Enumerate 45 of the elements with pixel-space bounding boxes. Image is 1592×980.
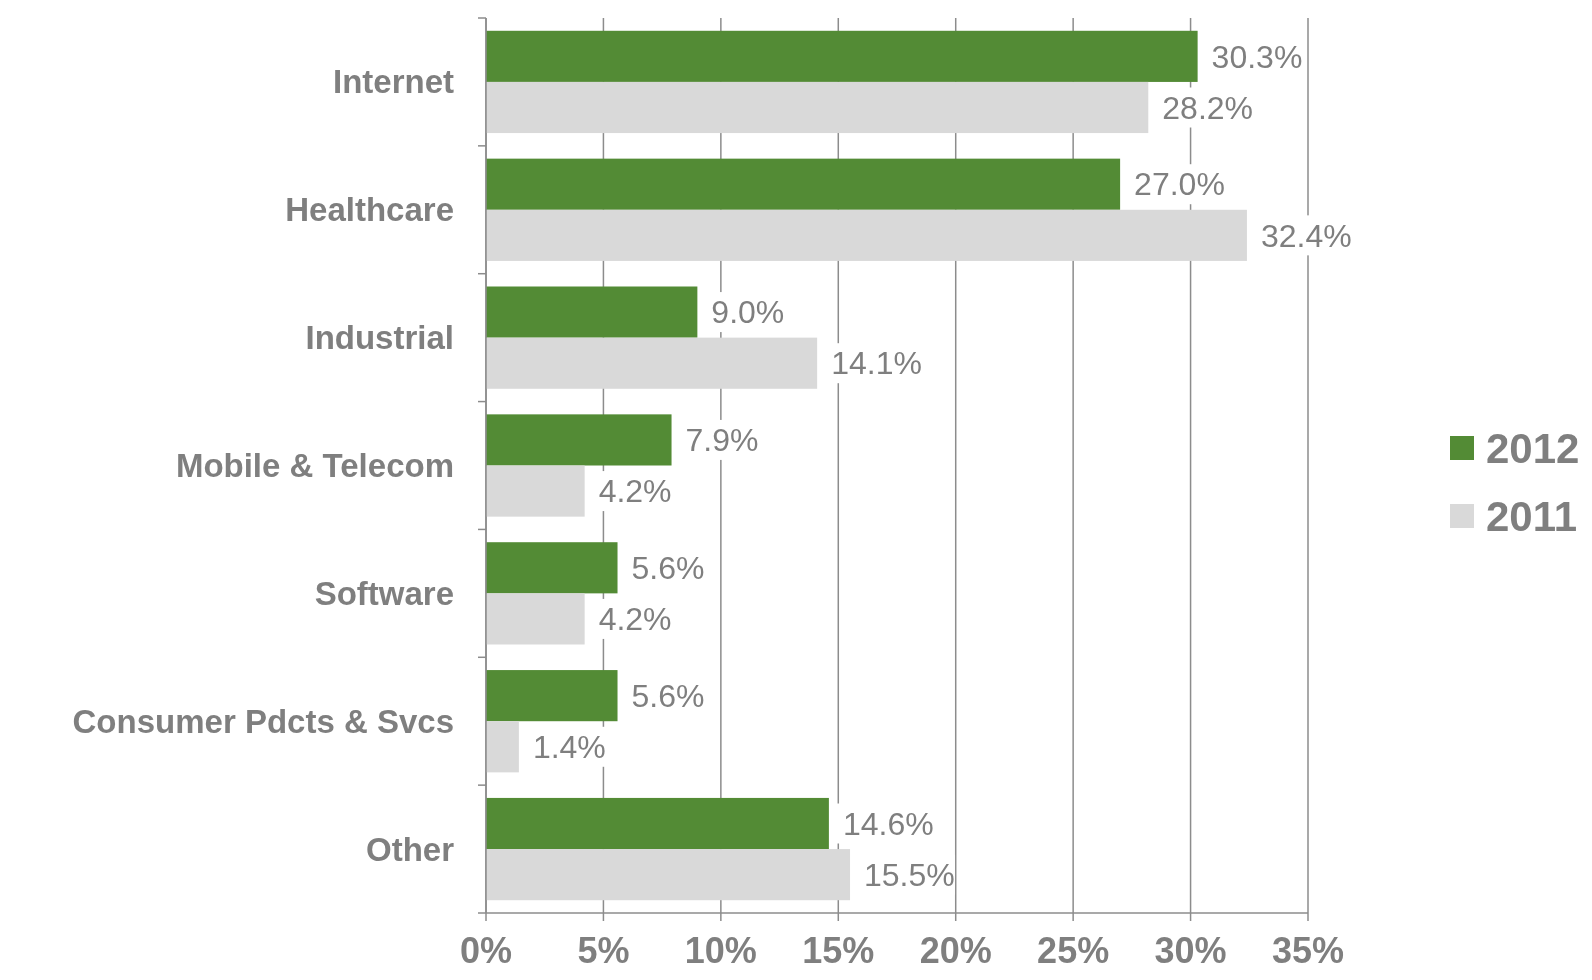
bar xyxy=(486,286,698,338)
data-label: 28.2% xyxy=(1162,89,1254,126)
x-tick-label: 35% xyxy=(1271,930,1345,971)
legend-label: 2012 xyxy=(1486,424,1580,472)
bar xyxy=(486,81,1149,134)
data-label: 7.9% xyxy=(685,422,759,459)
data-label: 27.0% xyxy=(1134,166,1225,203)
data-label: 14.1% xyxy=(831,345,922,382)
x-tick-label: 10% xyxy=(684,930,757,971)
bar xyxy=(486,30,1198,82)
data-label: 30.3% xyxy=(1211,38,1303,75)
x-tick-label: 15% xyxy=(802,930,875,971)
y-tick-label: Other xyxy=(365,830,455,868)
bar xyxy=(486,209,1247,261)
bar xyxy=(486,542,618,594)
data-label: 14.6% xyxy=(842,805,934,842)
y-tick-label: Industrial xyxy=(305,319,454,357)
data-label: 15.5% xyxy=(864,856,955,893)
data-label: 4.2% xyxy=(598,601,672,638)
bar xyxy=(486,721,519,773)
x-tick-label: 5% xyxy=(577,930,630,971)
x-tick-label: 0% xyxy=(459,930,513,971)
bar xyxy=(486,849,851,901)
bar xyxy=(486,465,585,517)
x-tick-label: 25% xyxy=(1037,930,1110,971)
data-label: 1.4% xyxy=(532,728,606,765)
y-tick-label: Consumer Pdcts & Svcs xyxy=(72,702,454,740)
y-tick-label: Internet xyxy=(332,63,455,101)
y-tick-label: Software xyxy=(314,574,454,612)
y-tick-label: Mobile & Telecom xyxy=(175,447,454,485)
x-tick-label: 30% xyxy=(1154,930,1227,971)
data-label: 9.0% xyxy=(711,294,785,331)
legend-label: 2011 xyxy=(1486,492,1578,540)
bar xyxy=(486,414,672,466)
bar xyxy=(486,670,618,722)
data-label: 5.6% xyxy=(631,549,705,586)
bar xyxy=(486,158,1121,210)
bar xyxy=(486,797,829,850)
y-tick-label: Healthcare xyxy=(285,191,454,229)
data-label: 4.2% xyxy=(598,473,672,510)
data-label: 32.4% xyxy=(1260,217,1352,254)
bar xyxy=(486,593,585,645)
data-label: 5.6% xyxy=(631,677,705,714)
bar xyxy=(486,337,818,389)
x-tick-label: 20% xyxy=(919,930,992,971)
